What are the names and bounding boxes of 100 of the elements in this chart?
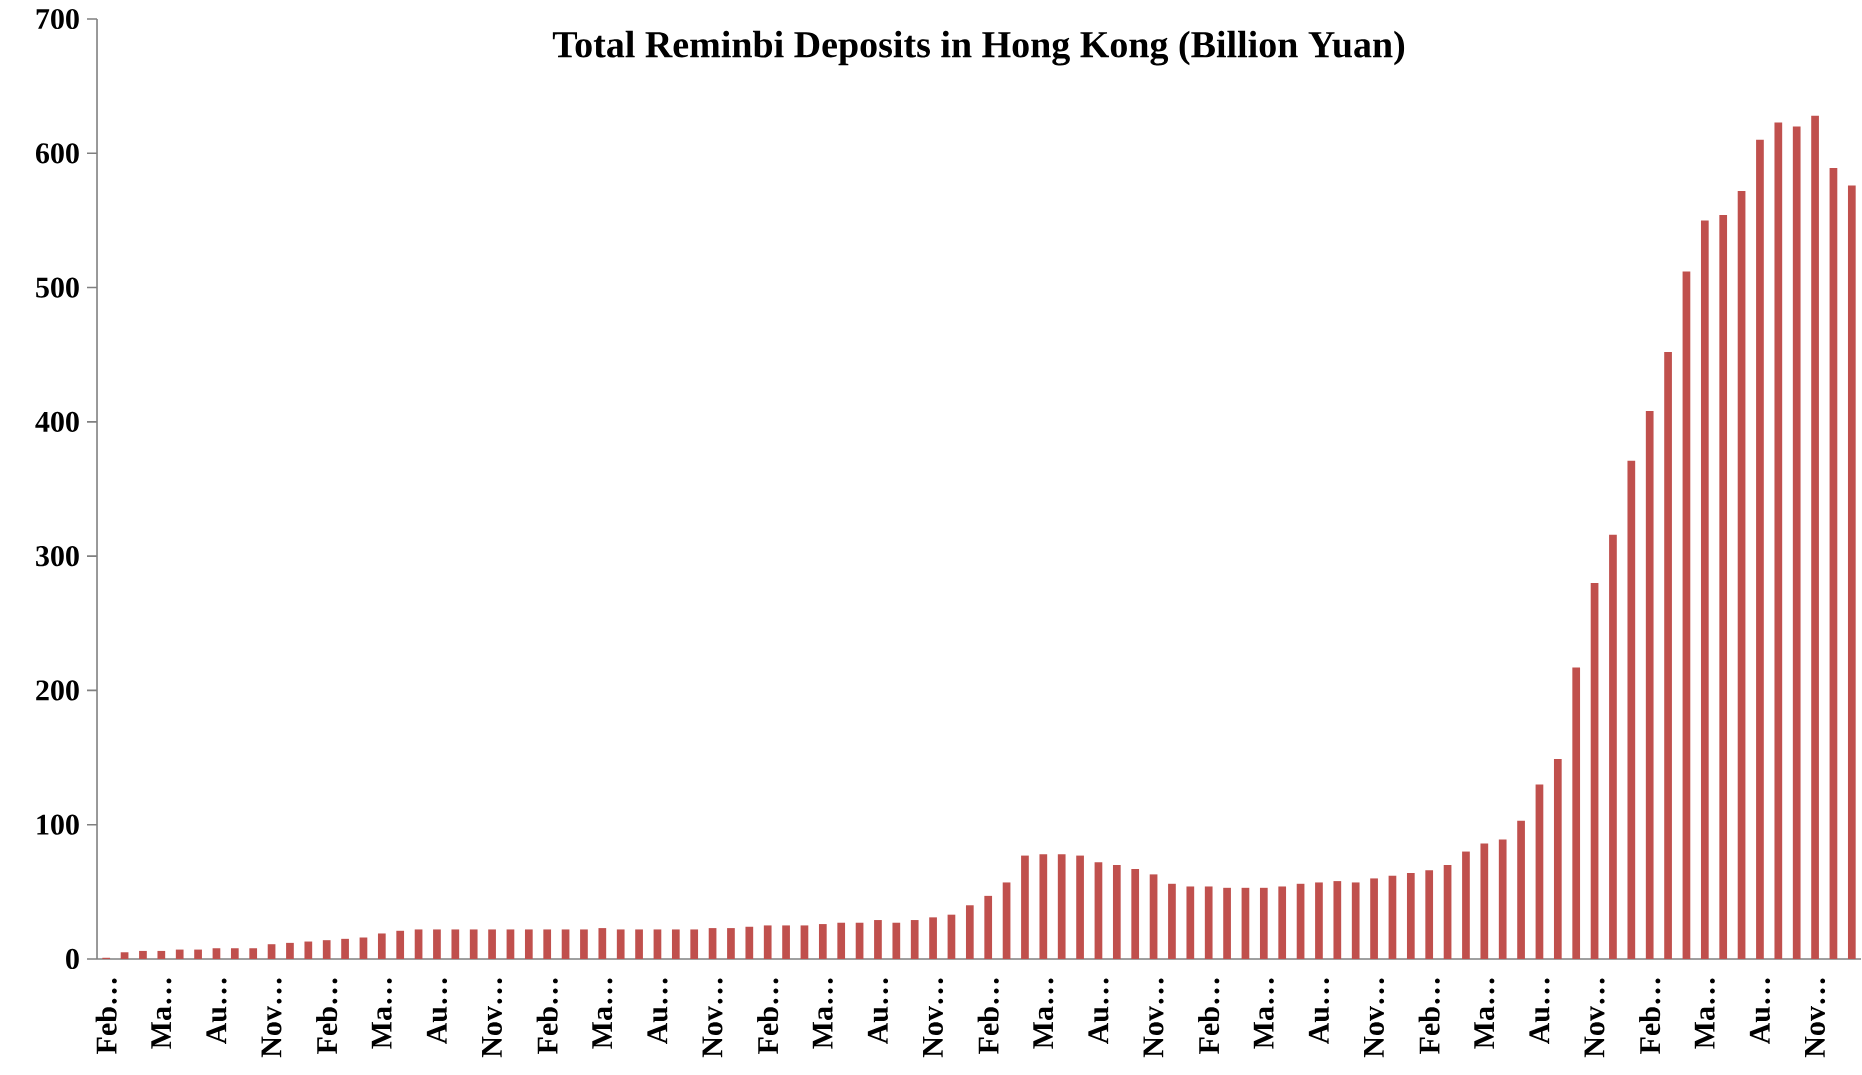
bar <box>414 929 423 959</box>
bar <box>1517 820 1525 959</box>
bar <box>1756 139 1764 959</box>
bar <box>910 920 919 959</box>
x-tick-label: Ma… <box>592 978 613 1049</box>
bar <box>267 944 276 959</box>
bar <box>1094 862 1103 959</box>
bar <box>433 929 441 959</box>
bar <box>708 928 717 959</box>
bar <box>377 933 386 959</box>
bar <box>1388 875 1397 959</box>
y-tick-label: 0 <box>66 948 79 970</box>
bar <box>175 949 184 959</box>
x-tick-label: Nov… <box>923 978 944 1058</box>
bar <box>763 925 772 959</box>
bar <box>1315 882 1323 959</box>
y-tick-label: 700 <box>36 8 79 30</box>
x-tick-label: Nov… <box>1143 978 1164 1058</box>
bar <box>690 929 699 959</box>
bar <box>984 895 993 959</box>
x-tick-label: Au… <box>1529 978 1550 1045</box>
y-tick-label: 600 <box>35 143 79 164</box>
x-tick-label: Ma… <box>1033 978 1054 1049</box>
bar <box>1700 220 1709 959</box>
bar <box>782 925 790 959</box>
x-tick-label: Au… <box>1308 978 1330 1045</box>
bar <box>1021 855 1029 959</box>
bar <box>653 929 662 959</box>
bar <box>1351 882 1360 959</box>
bar <box>1296 883 1305 959</box>
bar <box>929 917 937 959</box>
x-tick-label: Ma… <box>1474 978 1495 1049</box>
bar <box>157 950 166 959</box>
x-tick-label: Ma… <box>812 978 833 1049</box>
x-tick-label: Au… <box>1088 978 1109 1045</box>
bar <box>1112 864 1121 959</box>
bar <box>1204 886 1213 959</box>
bar <box>1406 873 1415 959</box>
x-tick-label: Feb… <box>1198 978 1220 1054</box>
bar <box>635 929 643 959</box>
bar <box>1333 881 1342 959</box>
bar <box>1462 851 1470 959</box>
chart-title: Total Reminbi Deposits in Hong Kong (Billion Yuan) <box>552 30 1405 66</box>
bar <box>874 920 882 959</box>
x-tick-label: Au… <box>647 978 668 1045</box>
bar <box>1223 887 1231 959</box>
bar <box>230 948 239 959</box>
bar <box>1498 839 1507 959</box>
bar <box>1811 115 1819 959</box>
bar <box>727 928 735 959</box>
x-tick-label: Nov… <box>1364 978 1385 1058</box>
bar <box>451 929 460 959</box>
bar <box>1370 878 1378 959</box>
bar <box>1278 886 1287 959</box>
bar <box>1039 854 1048 959</box>
bar <box>580 929 588 959</box>
bar <box>1682 271 1691 959</box>
bar <box>139 950 147 959</box>
bar <box>488 929 496 959</box>
bar <box>1553 758 1562 959</box>
bar <box>322 940 331 959</box>
bar <box>818 924 827 959</box>
x-tick-label: Nov… <box>261 978 282 1058</box>
bar <box>469 929 478 959</box>
bar <box>855 922 864 959</box>
bar <box>524 929 533 959</box>
x-tick-label: Feb… <box>1418 978 1440 1054</box>
y-tick-label: 500 <box>36 277 79 298</box>
bar <box>506 929 515 959</box>
bar <box>1425 870 1434 959</box>
bar <box>1590 582 1599 959</box>
bar <box>1829 168 1838 959</box>
bar <box>1792 126 1801 959</box>
x-tick-label: Feb… <box>977 978 999 1054</box>
bar <box>341 938 349 959</box>
bar <box>965 905 974 959</box>
bar <box>947 914 956 959</box>
bar <box>1259 887 1268 959</box>
bar <box>1664 352 1672 959</box>
bar <box>304 941 313 959</box>
x-tick-label: Au… <box>206 978 227 1045</box>
x-tick-label: Ma… <box>371 978 392 1049</box>
bar <box>892 922 901 959</box>
bar <box>1076 855 1084 959</box>
bar <box>1149 874 1158 959</box>
bar <box>1480 843 1489 959</box>
bar <box>120 952 129 959</box>
x-tick-label: Feb… <box>95 978 117 1054</box>
x-tick-label: Ma… <box>1694 978 1715 1049</box>
bar <box>1168 883 1176 959</box>
bar <box>543 929 552 959</box>
bar <box>1847 185 1856 959</box>
bar <box>1737 190 1746 959</box>
x-tick-label: Nov… <box>482 978 503 1058</box>
bar <box>671 929 680 959</box>
bar <box>1645 411 1654 959</box>
x-tick-label: Nov… <box>702 978 723 1058</box>
bar <box>1186 886 1195 959</box>
x-tick-label: Feb… <box>757 978 779 1054</box>
bar <box>1443 864 1452 959</box>
